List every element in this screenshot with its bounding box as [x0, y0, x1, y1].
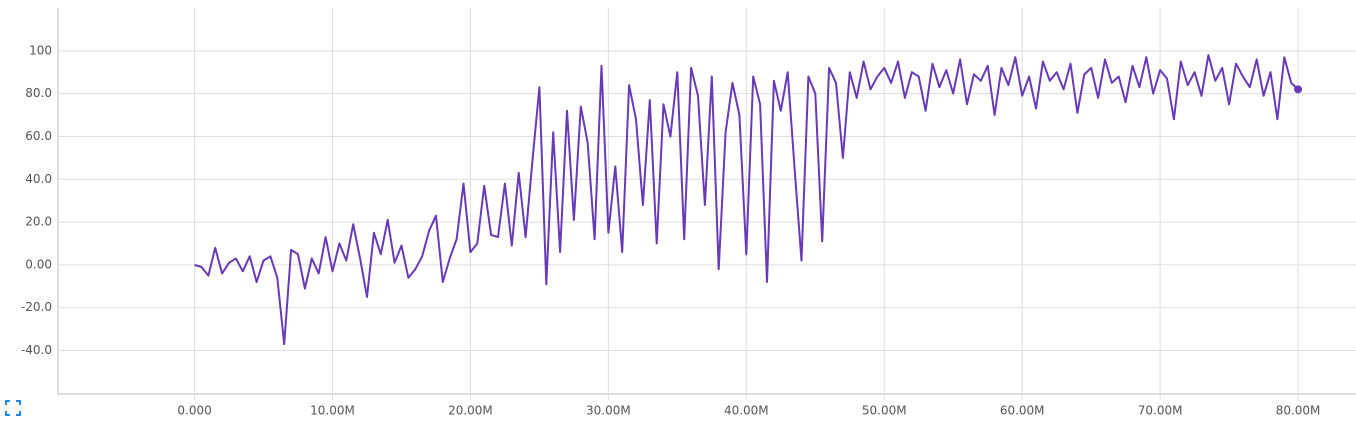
x-tick-label: 50.00M	[862, 404, 907, 418]
x-tick-label: 80.00M	[1276, 404, 1321, 418]
x-tick-label: 30.00M	[586, 404, 631, 418]
x-tick-label: 10.00M	[310, 404, 355, 418]
expand-icon[interactable]	[5, 400, 21, 416]
x-tick-label: 60.00M	[1000, 404, 1045, 418]
y-tick-label: 60.0	[25, 129, 52, 143]
end-marker	[1294, 85, 1303, 94]
x-tick-label: 70.00M	[1138, 404, 1183, 418]
y-tick-label: 20.0	[25, 215, 52, 229]
y-tick-label: 100	[29, 43, 52, 57]
x-tick-label: 0.000	[177, 404, 211, 418]
y-tick-label: -40.0	[21, 343, 52, 357]
y-tick-label: 0.00	[25, 257, 52, 271]
data-line	[194, 54, 1299, 346]
y-tick-label: 80.0	[25, 86, 52, 100]
y-tick-label: -20.0	[21, 300, 52, 314]
x-tick-label: 20.00M	[448, 404, 493, 418]
x-tick-label: 40.00M	[724, 404, 769, 418]
y-tick-label: 40.0	[25, 172, 52, 186]
